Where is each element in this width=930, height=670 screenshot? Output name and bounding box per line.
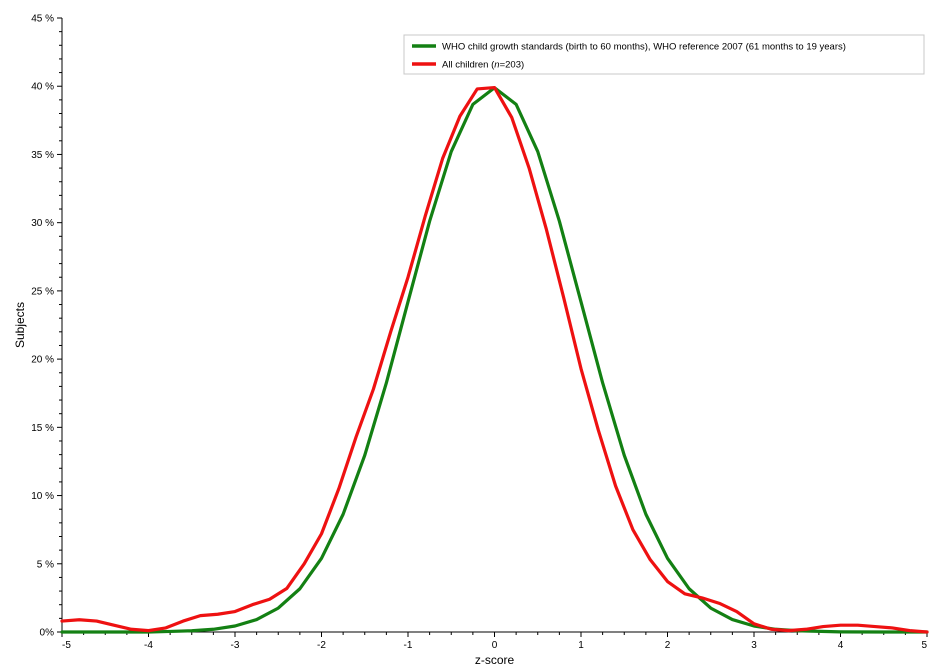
x-tick-label: 0: [492, 640, 498, 651]
legend-label-all-children-n: n: [494, 60, 499, 71]
y-tick-label: 15 %: [31, 423, 54, 434]
legend-label-all-children: All children (n=203): [442, 60, 524, 71]
x-tick-label: 4: [838, 640, 844, 651]
y-tick-label: 5 %: [37, 559, 54, 570]
legend-label-all-children-prefix: All children (: [442, 60, 495, 71]
x-tick-label: -5: [62, 640, 71, 651]
series-layer: [60, 85, 929, 634]
x-tick-label: 5: [921, 640, 927, 651]
y-axis-title: Subjects: [13, 302, 27, 348]
y-axis-ticks: 0% 5 % 10 % 15 % 20 % 25 % 30 % 35 % 40 % 45 %: [31, 14, 62, 639]
x-tick-label: -1: [404, 640, 413, 651]
legend: WHO child growth standards (birth to 60 …: [403, 34, 925, 75]
y-tick-label: 45 %: [31, 14, 54, 25]
y-tick-label: 20 %: [31, 355, 54, 366]
y-tick-label: 35 %: [31, 150, 54, 161]
y-tick-label: 25 %: [31, 286, 54, 297]
x-axis-title: z-score: [475, 653, 515, 667]
x-tick-label: 2: [665, 640, 671, 651]
y-tick-label: 10 %: [31, 491, 54, 502]
legend-label-all-children-suffix: =203): [500, 60, 525, 71]
x-tick-label: 1: [578, 640, 584, 651]
y-tick-label: 30 %: [31, 218, 54, 229]
x-axis-ticks: -5 -4 -3 -2 -1 0 1 2 3 4 5: [61, 632, 928, 651]
series-line-all-children: [60, 85, 929, 634]
y-tick-label: 40 %: [31, 82, 54, 93]
legend-label-who: WHO child growth standards (birth to 60 …: [442, 42, 846, 53]
legend-box: [403, 34, 925, 75]
series-line-who-reference: [60, 86, 929, 634]
y-tick-label: 0%: [40, 628, 55, 639]
x-tick-label: -3: [231, 640, 240, 651]
x-tick-label: 3: [751, 640, 757, 651]
x-tick-label: -4: [144, 640, 153, 651]
x-tick-label: -2: [317, 640, 326, 651]
